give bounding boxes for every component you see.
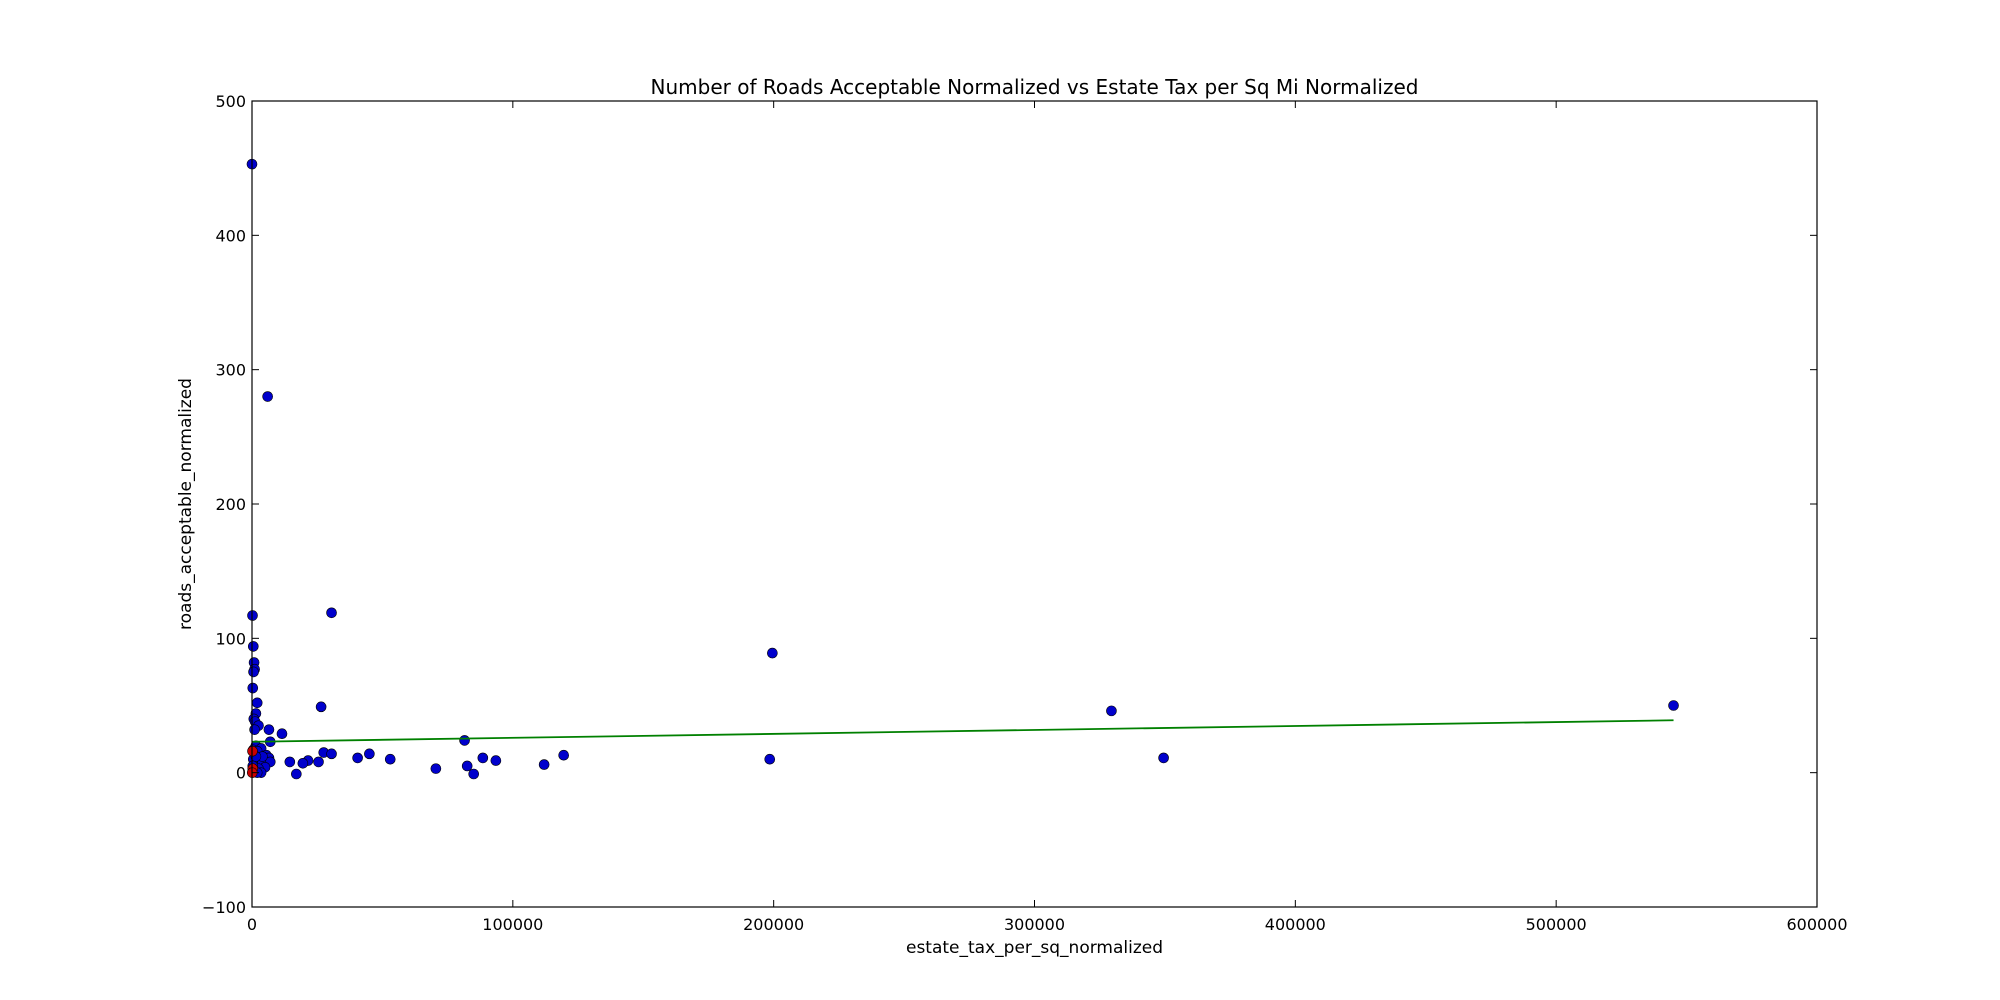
y-tick-label: 200: [215, 495, 246, 514]
data-point-s0-35: [1158, 752, 1169, 764]
data-point-s0-47: [461, 760, 473, 772]
trend-line: [251, 719, 1674, 743]
data-point-s0-9: [247, 682, 259, 694]
x-tick-label: 400000: [1265, 915, 1326, 934]
data-point-s0-11: [315, 701, 327, 713]
x-axis-ticks: 0 100000 200000 300000 400000 500000 600000: [247, 101, 1848, 934]
data-point-s0-28: [326, 748, 337, 760]
data-point-s0-29: [364, 748, 375, 760]
trend-layer: [251, 719, 1674, 743]
chart-title: Number of Roads Acceptable Normalized vs…: [651, 75, 1419, 99]
data-point-s0-21: [459, 735, 470, 746]
data-point-s0-37: [764, 753, 776, 765]
data-point-s0-46: [538, 759, 550, 770]
data-point-s0-33: [352, 752, 363, 764]
data-point-s0-12: [1106, 705, 1117, 717]
y-tick-label: 300: [215, 361, 246, 380]
data-point-s0-19: [263, 724, 275, 735]
y-tick-label: 400: [215, 226, 246, 245]
data-point-s0-36: [384, 753, 396, 765]
data-point-s0-2: [326, 607, 337, 619]
x-tick-label: 500000: [1526, 915, 1587, 934]
data-point-s0-13: [1668, 700, 1679, 711]
data-point-s0-30: [558, 749, 569, 761]
data-point-s0-38: [490, 755, 502, 766]
y-tick-label: −100: [202, 898, 246, 917]
y-axis-label: roads_acceptable_normalized: [176, 378, 196, 630]
data-point-s0-1: [262, 391, 273, 402]
plot-area: [252, 101, 1817, 907]
y-tick-label: 0: [236, 764, 246, 783]
data-point-s0-42: [297, 757, 309, 769]
x-tick-label: 200000: [743, 915, 804, 934]
data-point-s0-53: [291, 768, 302, 780]
data-point-s0-5: [248, 641, 259, 652]
points-layer: [246, 158, 1679, 780]
x-axis-label: estate_tax_per_sq_normalized: [906, 938, 1163, 958]
data-point-s0-48: [430, 763, 442, 774]
data-point-s0-34: [477, 752, 489, 764]
data-point-s0-8: [248, 666, 259, 678]
y-axis-ticks: −100 0 100 200 300 400 500: [202, 92, 1817, 917]
y-tick-label: 500: [215, 92, 246, 111]
data-point-s0-10: [251, 697, 263, 709]
data-point-s0-54: [468, 768, 480, 780]
data-point-s0-39: [313, 756, 324, 768]
x-tick-label: 0: [247, 915, 257, 934]
data-point-s0-20: [276, 728, 288, 740]
data-point-s0-41: [284, 756, 296, 768]
x-tick-label: 600000: [1786, 915, 1847, 934]
x-tick-label: 100000: [482, 915, 543, 934]
y-tick-label: 100: [215, 629, 246, 648]
data-point-s0-18: [249, 724, 260, 735]
data-point-s0-4: [767, 647, 778, 659]
x-tick-label: 300000: [1004, 915, 1065, 934]
